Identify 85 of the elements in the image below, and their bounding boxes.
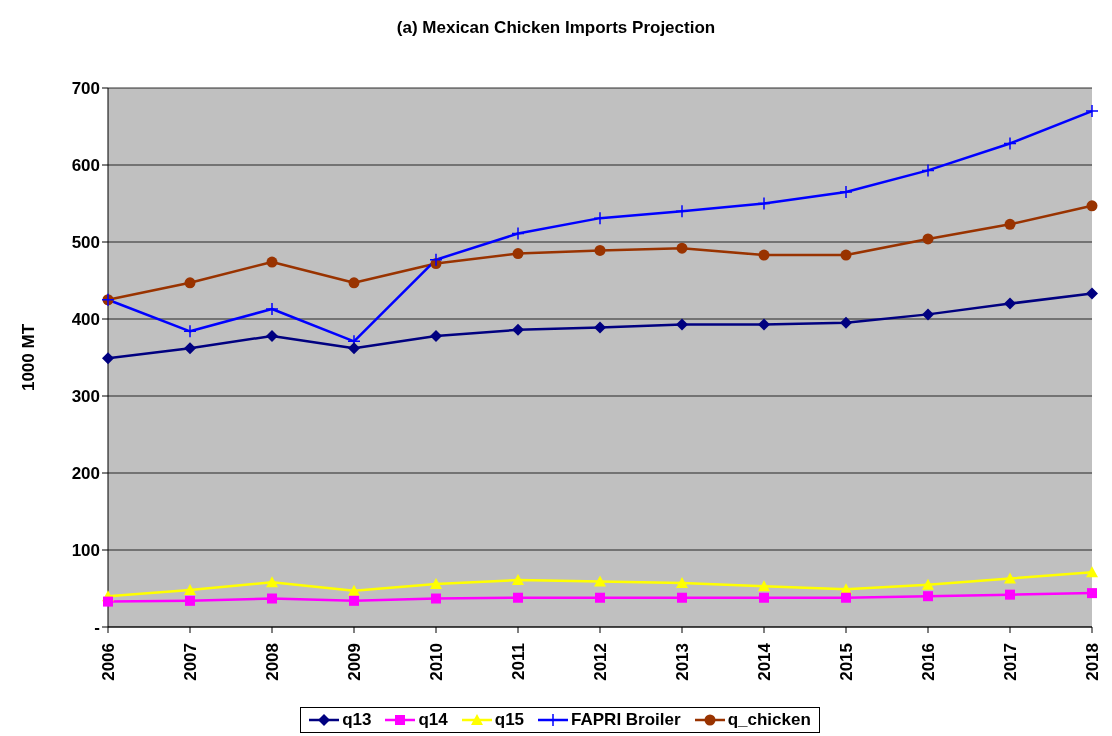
legend-label: q13	[342, 710, 372, 730]
point	[348, 342, 360, 355]
point	[429, 252, 443, 267]
y-axis-title: 1000 MT	[19, 323, 39, 392]
x-tick-label: 2011	[508, 643, 528, 680]
y-tick-label: 600	[71, 156, 100, 176]
point	[431, 593, 441, 604]
point	[594, 575, 606, 587]
x-tick-label: 2017	[1000, 643, 1020, 681]
point	[430, 329, 442, 342]
point	[183, 324, 197, 339]
x-tick-label: 2014	[754, 642, 774, 681]
point	[266, 329, 278, 342]
point	[512, 248, 524, 260]
x-tick-label: 2012	[590, 643, 610, 681]
point	[677, 592, 687, 603]
y-tick-label: -	[94, 618, 100, 638]
point	[757, 196, 771, 211]
point	[1086, 200, 1098, 212]
x-tick-label: 2015	[836, 643, 856, 681]
y-tick-label: 400	[71, 310, 100, 330]
x-tick-label: 2018	[1082, 643, 1102, 681]
point	[184, 277, 196, 289]
point	[184, 584, 196, 596]
point	[1004, 572, 1016, 584]
point	[840, 316, 852, 329]
point	[102, 352, 114, 365]
point	[758, 249, 770, 261]
y-tick-label: 500	[71, 233, 100, 253]
legend-label: q_chicken	[727, 710, 811, 730]
point	[1004, 297, 1016, 310]
legend-label: q15	[494, 710, 525, 730]
point	[511, 226, 525, 241]
point	[594, 321, 606, 334]
point	[758, 580, 770, 592]
x-tick-label: 2016	[918, 643, 938, 681]
point	[103, 596, 113, 607]
y-tick-label: 200	[71, 464, 100, 484]
point	[923, 591, 933, 602]
point	[758, 318, 770, 331]
point	[595, 592, 605, 603]
point	[184, 342, 196, 355]
point	[185, 595, 195, 606]
point	[676, 242, 688, 254]
point	[513, 592, 523, 603]
point	[1005, 589, 1015, 600]
x-tick-label: 2010	[426, 643, 446, 681]
point	[348, 277, 360, 289]
point	[922, 233, 934, 245]
point	[1086, 287, 1098, 300]
point	[841, 592, 851, 603]
x-tick-label: 2007	[180, 643, 200, 681]
point	[921, 163, 935, 178]
point	[1085, 104, 1099, 118]
y-tick-label: 300	[71, 387, 100, 407]
x-tick-label: 2009	[344, 643, 364, 681]
x-tick-label: 2006	[98, 643, 118, 681]
point	[266, 576, 278, 588]
point	[676, 577, 688, 589]
y-tick-label: 700	[71, 79, 100, 99]
point	[922, 308, 934, 321]
point	[349, 595, 359, 606]
point	[840, 249, 852, 261]
point	[266, 256, 278, 268]
point	[839, 185, 853, 199]
point	[922, 578, 934, 590]
point	[348, 584, 360, 596]
point	[676, 318, 688, 331]
legend-label: q14	[418, 710, 448, 730]
point	[759, 592, 769, 603]
legend-label: FAPRI Broiler	[571, 710, 681, 730]
point	[594, 244, 606, 256]
chart-title: (a) Mexican Chicken Imports Projection	[395, 17, 717, 39]
x-tick-label: 2013	[672, 643, 692, 681]
point	[267, 593, 277, 604]
point	[1003, 136, 1017, 151]
y-tick-label: 100	[71, 541, 100, 561]
point	[1004, 218, 1016, 230]
x-tick-label: 2008	[262, 643, 282, 681]
point	[512, 574, 524, 586]
point	[265, 302, 279, 316]
point	[1087, 588, 1097, 599]
point	[430, 577, 442, 589]
point	[512, 323, 524, 336]
point	[1086, 566, 1098, 578]
